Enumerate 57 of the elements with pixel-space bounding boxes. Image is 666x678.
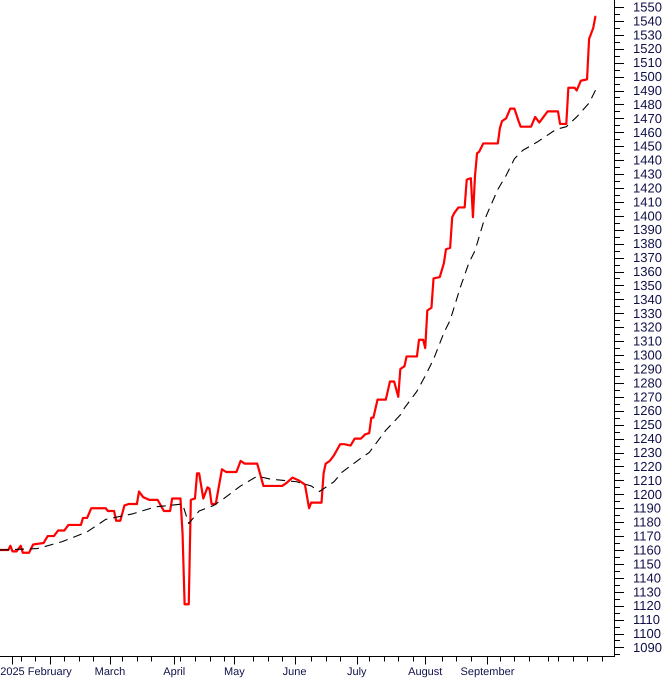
y-tick-label: 1550 (633, 0, 662, 14)
y-tick-label: 1240 (633, 431, 662, 446)
y-tick-label: 1400 (633, 208, 662, 224)
y-tick-label: 1360 (633, 264, 662, 280)
y-tick-label: 1370 (633, 250, 662, 266)
y-tick-label: 1340 (633, 292, 662, 307)
y-tick-label: 1220 (633, 458, 662, 474)
y-tick-label: 1230 (633, 445, 662, 460)
y-tick-label: 1260 (633, 403, 662, 418)
y-tick-label: 1170 (633, 528, 661, 544)
x-tick-label: August (408, 666, 442, 678)
y-tick-label: 1510 (633, 55, 662, 70)
y-tick-label: 1300 (633, 348, 662, 363)
y-tick-label: 1520 (633, 41, 662, 56)
y-tick-label: 1110 (633, 612, 660, 628)
y-tick-label: 1120 (633, 598, 661, 614)
y-tick-label: 1330 (633, 306, 662, 321)
y-tick-label: 1150 (633, 556, 661, 572)
y-tick-label: 1460 (633, 124, 662, 140)
x-tick-label: February (28, 666, 72, 678)
y-tick-label: 1210 (633, 472, 662, 488)
y-tick-label: 1450 (633, 138, 662, 154)
x-tick-label: April (163, 666, 186, 678)
y-tick-label: 1440 (633, 152, 662, 168)
y-tick-label: 1310 (633, 334, 662, 349)
y-tick-label: 1250 (633, 417, 662, 432)
y-tick-label: 1380 (633, 236, 662, 252)
y-tick-label: 1410 (633, 194, 662, 210)
y-tick-label: 1470 (633, 110, 662, 126)
y-tick-label: 1530 (633, 27, 662, 42)
y-tick-label: 1480 (633, 96, 662, 112)
x-tick-label: March (94, 666, 126, 678)
line-series (0, 16, 596, 606)
y-tick-label: 1420 (633, 180, 662, 196)
y-tick-label: 1280 (633, 375, 662, 390)
y-tick-label: 1490 (633, 83, 662, 98)
x-tick-label: July (347, 666, 368, 678)
y-tick-label: 1130 (633, 584, 661, 600)
y-tick-label: 1090 (633, 640, 662, 655)
x-tick-label: 2025 (0, 666, 25, 678)
y-tick-label: 1500 (633, 69, 662, 84)
y-tick-label: 1540 (633, 13, 662, 28)
y-tick-label: 1320 (633, 320, 662, 335)
y-tick-label: 1180 (633, 514, 661, 530)
y-tick-label: 1190 (633, 500, 661, 516)
y-tick-label: 1290 (633, 361, 662, 376)
y-tick-label: 1140 (633, 570, 661, 586)
y-tick-label: 1160 (633, 542, 661, 558)
x-tick-label: September (460, 666, 515, 678)
y-tick-label: 1390 (633, 222, 662, 238)
x-tick-label: May (224, 666, 246, 678)
y-tick-label: 1100 (633, 626, 661, 642)
y-tick-label: 1350 (633, 278, 662, 293)
y-tick-label: 1200 (633, 486, 662, 502)
y-tick-label: 1270 (633, 389, 662, 404)
y-tick-label: 1430 (633, 166, 662, 182)
x-tick-label: June (282, 666, 306, 678)
